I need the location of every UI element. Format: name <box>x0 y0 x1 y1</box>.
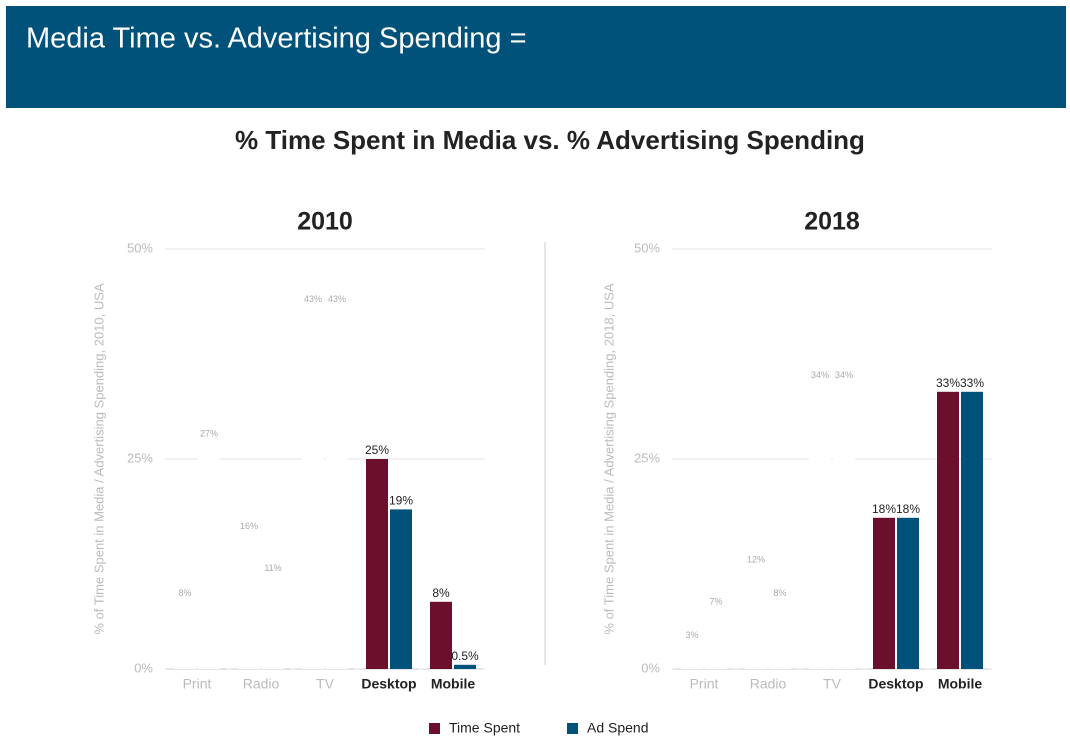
value-label: 33% <box>936 376 960 390</box>
legend-label: Ad Spend <box>587 720 649 736</box>
bar <box>897 517 919 669</box>
chart-title: 2018 <box>804 208 860 236</box>
value-label: 34% <box>811 370 829 380</box>
y-axis-label: % of Time Spent in Media / Advertising S… <box>601 283 616 635</box>
value-label: 3% <box>685 630 698 640</box>
value-label: 34% <box>835 370 853 380</box>
bar <box>769 601 791 669</box>
chart-title: 2010 <box>297 208 353 236</box>
y-axis-label: % of Time Spent in Media / Advertising S… <box>91 283 106 635</box>
x-tick-label: Radio <box>750 676 787 692</box>
subtitle: % Time Spent in Media vs. % Advertising … <box>235 125 865 155</box>
x-tick-label: Mobile <box>938 676 983 692</box>
x-tick-label: Print <box>690 676 719 692</box>
value-label: 8% <box>432 586 450 600</box>
x-tick-label: Mobile <box>431 676 476 692</box>
bar <box>430 601 452 669</box>
value-label: 33% <box>960 376 984 390</box>
x-tick-label: Print <box>183 676 212 692</box>
bar <box>174 601 196 669</box>
y-tick-label: 25% <box>634 450 660 465</box>
y-tick-label: 0% <box>641 660 660 675</box>
bar <box>873 517 895 669</box>
value-label: 43% <box>328 294 346 304</box>
bar <box>198 442 220 669</box>
bar <box>937 391 959 669</box>
x-tick-label: TV <box>316 676 335 692</box>
legend-swatch <box>429 723 440 734</box>
value-label: 7% <box>709 597 722 607</box>
bar <box>454 664 476 669</box>
header-title: Media Time vs. Advertising Spending = <box>26 23 527 55</box>
value-label: 27% <box>200 429 218 439</box>
value-label: 19% <box>389 494 413 508</box>
bar <box>302 307 324 669</box>
bar <box>833 383 855 669</box>
x-tick-label: Radio <box>243 676 280 692</box>
bar <box>961 391 983 669</box>
x-tick-label: Desktop <box>868 676 923 692</box>
legend-swatch <box>567 723 578 734</box>
header-band <box>6 6 1066 108</box>
bar <box>681 643 703 669</box>
bar <box>390 509 412 669</box>
bar <box>705 610 727 669</box>
x-tick-label: Desktop <box>361 676 416 692</box>
value-label: 0.5% <box>451 649 479 663</box>
bar <box>366 459 388 669</box>
value-label: 12% <box>747 555 765 565</box>
bar <box>745 568 767 669</box>
value-label: 18% <box>896 502 920 516</box>
value-label: 8% <box>178 588 191 598</box>
legend-label: Time Spent <box>449 720 520 736</box>
y-tick-label: 50% <box>634 240 660 255</box>
value-label: 11% <box>264 563 281 573</box>
y-tick-label: 50% <box>127 240 153 255</box>
bar <box>238 534 260 669</box>
bar <box>326 307 348 669</box>
value-label: 16% <box>240 521 258 531</box>
value-label: 18% <box>872 502 896 516</box>
bar <box>262 576 284 669</box>
y-tick-label: 0% <box>134 660 153 675</box>
value-label: 25% <box>365 443 389 457</box>
bar <box>809 383 831 669</box>
y-tick-label: 25% <box>127 450 153 465</box>
value-label: 8% <box>773 588 786 598</box>
x-tick-label: TV <box>823 676 842 692</box>
value-label: 43% <box>304 294 322 304</box>
